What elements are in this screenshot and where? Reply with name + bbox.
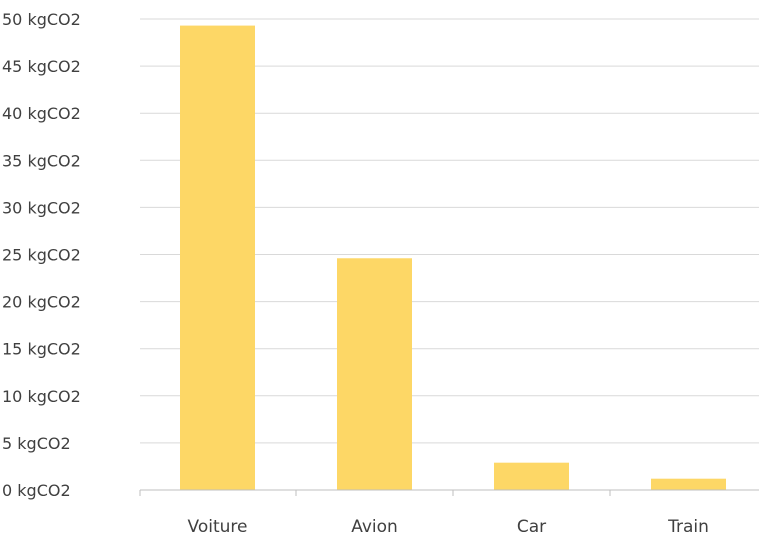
bars bbox=[180, 25, 726, 491]
y-tick-label-45: 45 kgCO2 bbox=[2, 57, 81, 76]
x-tick-label-car: Car bbox=[517, 517, 546, 537]
y-tick-label-40: 40 kgCO2 bbox=[2, 104, 81, 123]
x-tick-label-voiture: Voiture bbox=[188, 517, 248, 537]
x-axis bbox=[139, 489, 759, 496]
y-tick-label-50: 50 kgCO2 bbox=[2, 10, 81, 29]
y-tick-label-0: 0 kgCO2 bbox=[2, 481, 71, 500]
bar-car bbox=[494, 462, 569, 490]
bar-avion bbox=[337, 258, 412, 490]
bar-voiture bbox=[180, 25, 255, 491]
y-axis-tick-labels: 0 kgCO2 5 kgCO2 10 kgCO2 15 kgCO2 20 kgCO2 25… bbox=[2, 10, 81, 500]
y-tick-label-30: 30 kgCO2 bbox=[2, 198, 81, 217]
y-tick-label-10: 10 kgCO2 bbox=[2, 387, 81, 406]
x-tick-label-avion: Avion bbox=[351, 517, 398, 537]
y-tick-label-15: 15 kgCO2 bbox=[2, 340, 81, 359]
x-tick-label-train: Train bbox=[667, 517, 709, 537]
bar-train bbox=[651, 478, 726, 490]
y-tick-label-35: 35 kgCO2 bbox=[2, 151, 81, 170]
y-tick-label-20: 20 kgCO2 bbox=[2, 293, 81, 312]
y-tick-label-25: 25 kgCO2 bbox=[2, 246, 81, 265]
y-tick-label-5: 5 kgCO2 bbox=[2, 434, 71, 453]
x-axis-category-labels: Voiture Avion Car Train bbox=[188, 517, 709, 537]
